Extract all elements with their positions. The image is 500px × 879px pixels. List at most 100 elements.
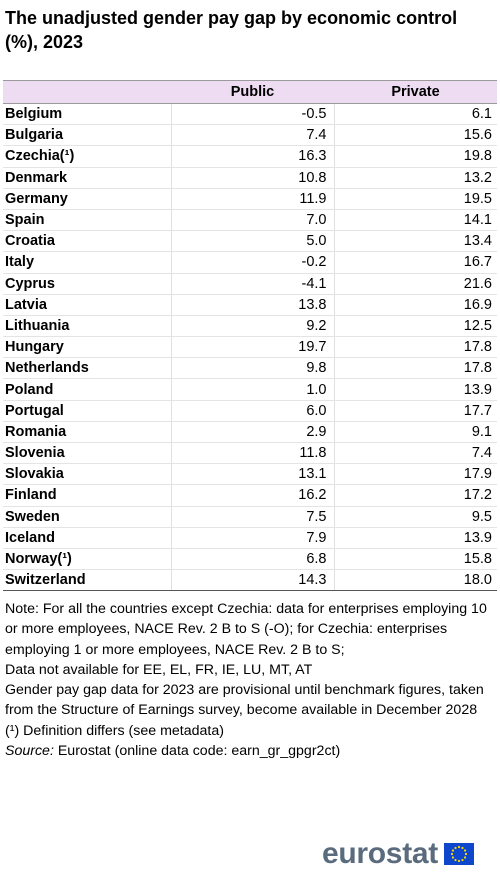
table-row: Italy -0.2 16.7	[3, 251, 497, 274]
table-row: Croatia 5.0 13.4	[3, 230, 497, 253]
table-row: Norway(¹) 6.8 15.8	[3, 548, 497, 571]
country-cell: Iceland	[3, 526, 171, 549]
source-line: Source: Eurostat (online data code: earn…	[5, 741, 495, 761]
private-value-cell: 7.4	[334, 442, 497, 465]
country-cell: Slovenia	[3, 442, 171, 465]
table-row: Latvia 13.8 16.9	[3, 294, 497, 316]
public-value-cell: 9.2	[170, 315, 335, 338]
private-value-cell: 19.5	[334, 188, 497, 210]
public-value-cell: 7.5	[170, 506, 335, 528]
public-value-cell: 10.8	[170, 167, 335, 189]
country-cell: Poland	[3, 378, 171, 401]
country-cell: Romania	[3, 421, 171, 444]
private-value-cell: 13.2	[334, 167, 497, 189]
private-value-cell: 19.8	[334, 145, 497, 168]
private-value-cell: 13.9	[334, 526, 497, 549]
page-title: The unadjusted gender pay gap by economi…	[5, 8, 458, 52]
private-value-cell: 17.8	[334, 336, 497, 359]
public-value-cell: 2.9	[170, 421, 335, 444]
table-header-row: Public Private	[3, 80, 497, 104]
public-value-cell: 9.8	[170, 357, 335, 380]
table-row: Bulgaria 7.4 15.6	[3, 124, 497, 147]
note-text: Note: For all the countries except Czech…	[5, 601, 487, 658]
private-value-cell: 9.1	[334, 421, 497, 444]
table-row: Czechia(¹) 16.3 19.8	[3, 145, 497, 168]
table-row: Finland 16.2 17.2	[3, 484, 497, 507]
table-row: Slovenia 11.8 7.4	[3, 442, 497, 465]
private-value-cell: 17.8	[334, 357, 497, 380]
country-cell: Spain	[3, 209, 171, 232]
public-value-cell: 1.0	[170, 378, 335, 401]
public-value-cell: -0.2	[170, 251, 335, 274]
public-value-cell: 11.8	[170, 442, 335, 465]
country-cell: Sweden	[3, 506, 171, 528]
column-header-private: Private	[334, 80, 497, 104]
table-row: Belgium -0.5 6.1	[3, 103, 497, 126]
table-row: Switzerland 14.3 18.0	[3, 569, 497, 592]
table-row: Poland 1.0 13.9	[3, 378, 497, 401]
private-value-cell: 18.0	[334, 569, 497, 592]
country-cell: Finland	[3, 484, 171, 507]
private-value-cell: 15.6	[334, 124, 497, 147]
public-value-cell: 11.9	[170, 188, 335, 210]
country-cell: Germany	[3, 188, 171, 210]
private-value-cell: 16.9	[334, 294, 497, 316]
private-value-cell: 9.5	[334, 506, 497, 528]
public-value-cell: 16.3	[170, 145, 335, 168]
eu-flag-icon	[443, 843, 474, 865]
country-cell: Latvia	[3, 294, 171, 316]
eurostat-logo: eurostat	[322, 838, 474, 870]
country-cell: Denmark	[3, 167, 171, 189]
private-value-cell: 12.5	[334, 315, 497, 338]
private-value-cell: 6.1	[334, 103, 497, 126]
private-value-cell: 15.8	[334, 548, 497, 571]
country-cell: Netherlands	[3, 357, 171, 380]
column-header-public: Public	[171, 80, 334, 104]
public-value-cell: -0.5	[170, 103, 335, 126]
data-table: Public Private Belgium -0.5 6.1 Bulgaria 7.4…	[3, 80, 497, 592]
country-cell: Lithuania	[3, 315, 171, 338]
private-value-cell: 17.2	[334, 484, 497, 507]
public-value-cell: 13.1	[170, 463, 335, 486]
table-row: Hungary 19.7 17.8	[3, 336, 497, 359]
table-row: Sweden 7.5 9.5	[3, 506, 497, 528]
public-value-cell: 13.8	[170, 294, 335, 316]
country-cell: Croatia	[3, 230, 171, 253]
provisional-text: Gender pay gap data for 2023 are provisi…	[5, 682, 484, 719]
private-value-cell: 16.7	[334, 251, 497, 274]
table-row: Lithuania 9.2 12.5	[3, 315, 497, 338]
public-value-cell: 6.0	[170, 400, 335, 422]
source-label: Source:	[5, 743, 54, 760]
table-row: Romania 2.9 9.1	[3, 421, 497, 444]
private-value-cell: 14.1	[334, 209, 497, 232]
source-text: Eurostat (online data code: earn_gr_gpgr…	[53, 743, 341, 760]
country-cell: Norway(¹)	[3, 548, 171, 571]
public-value-cell: 6.8	[170, 548, 335, 571]
table-row: Spain 7.0 14.1	[3, 209, 497, 232]
table-row: Netherlands 9.8 17.8	[3, 357, 497, 380]
public-value-cell: 14.3	[170, 569, 335, 592]
country-cell: Italy	[3, 251, 171, 274]
country-cell: Hungary	[3, 336, 171, 359]
public-value-cell: 7.4	[170, 124, 335, 147]
table-row: Denmark 10.8 13.2	[3, 167, 497, 189]
private-value-cell: 13.9	[334, 378, 497, 401]
footnote-text: (¹) Definition differs (see metadata)	[5, 722, 224, 739]
public-value-cell: 7.0	[170, 209, 335, 232]
country-cell: Portugal	[3, 400, 171, 422]
table-row: Germany 11.9 19.5	[3, 188, 497, 210]
notes-block: Note: For all the countries except Czech…	[5, 599, 495, 761]
table-row: Iceland 7.9 13.9	[3, 526, 497, 549]
table-row: Cyprus -4.1 21.6	[3, 273, 497, 295]
table-row: Portugal 6.0 17.7	[3, 400, 497, 422]
private-value-cell: 21.6	[334, 273, 497, 295]
column-header-country	[3, 80, 171, 104]
public-value-cell: 7.9	[170, 526, 335, 549]
public-value-cell: -4.1	[170, 273, 335, 295]
logo-text: eurostat	[322, 837, 438, 870]
country-cell: Belgium	[3, 103, 171, 126]
public-value-cell: 16.2	[170, 484, 335, 507]
not-available-text: Data not available for EE, EL, FR, IE, L…	[5, 661, 313, 678]
private-value-cell: 17.7	[334, 400, 497, 422]
country-cell: Switzerland	[3, 569, 171, 592]
